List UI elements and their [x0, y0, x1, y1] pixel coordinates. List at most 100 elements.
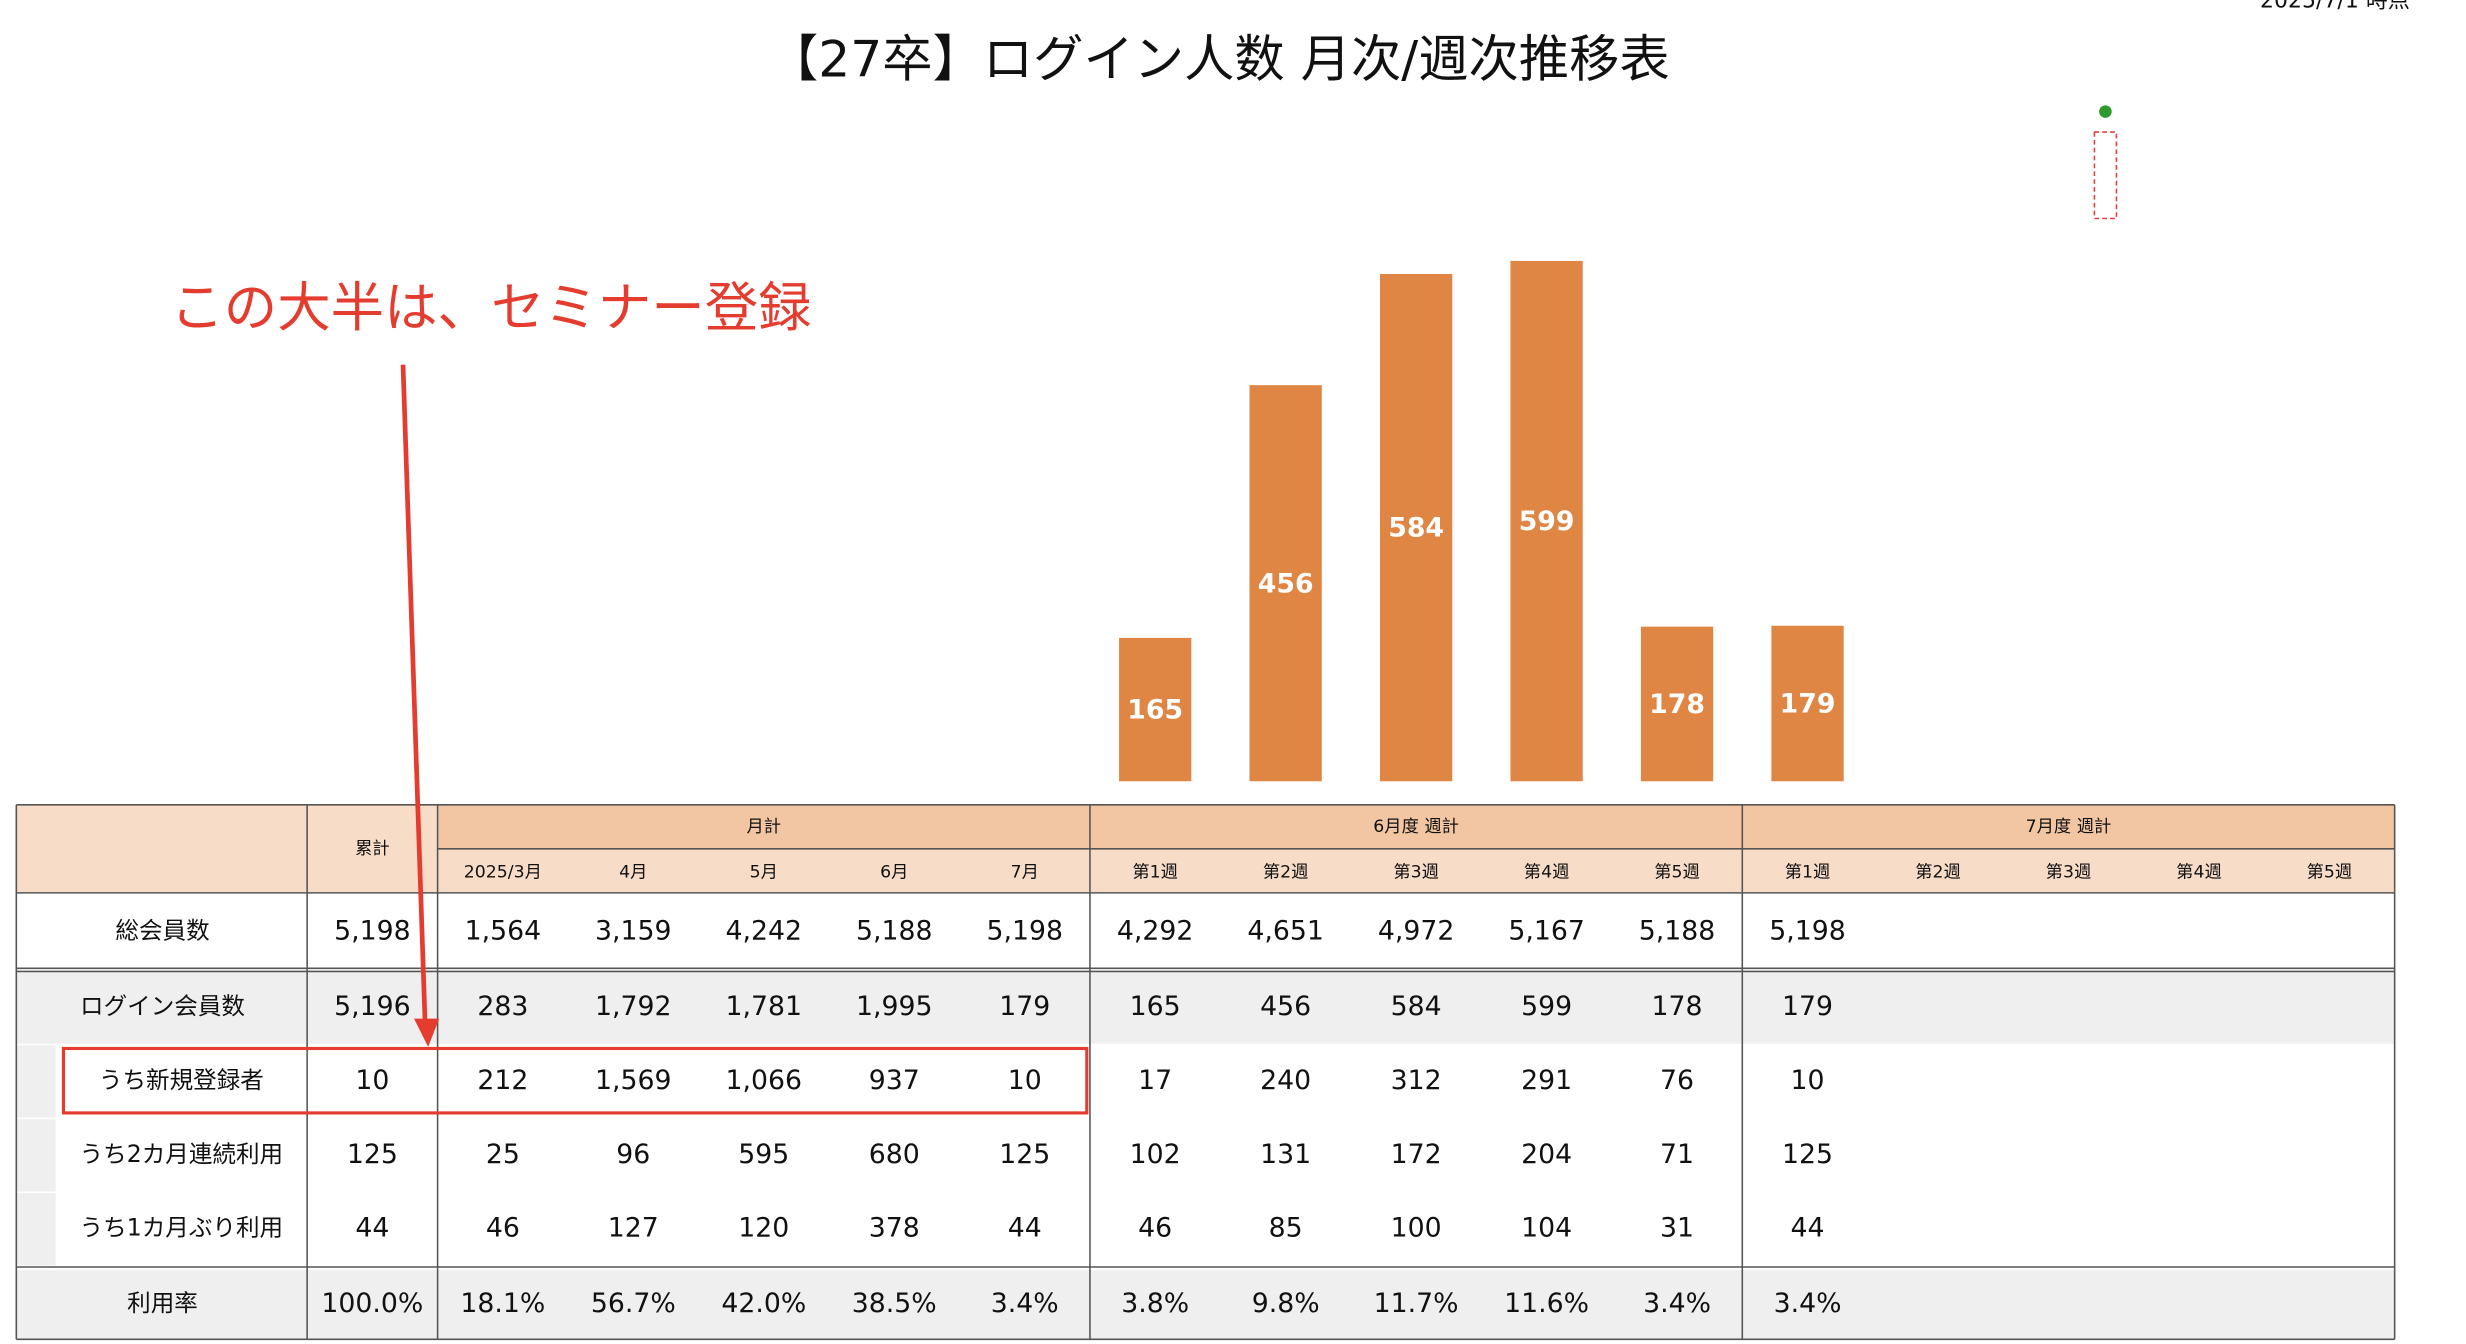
bar-label: 179 [1780, 689, 1836, 720]
handle [2099, 105, 2112, 118]
cell: 312 [1391, 1065, 1442, 1096]
cell: 18.1% [460, 1288, 545, 1319]
cell: 1,781 [726, 991, 803, 1022]
cell: 5,196 [334, 991, 411, 1022]
bar [1771, 625, 1844, 782]
cell: 96 [616, 1139, 650, 1170]
cell: 44 [1008, 1213, 1042, 1244]
column-header: 4月 [619, 862, 647, 882]
cell: 44 [1791, 1213, 1825, 1244]
cell: 5,188 [1639, 916, 1716, 947]
cell: 125 [1782, 1139, 1833, 1170]
cell: 44 [355, 1213, 389, 1244]
cell: 172 [1391, 1139, 1442, 1170]
cell: 204 [1521, 1139, 1572, 1170]
header-cell: 累計 [355, 839, 390, 859]
row-label: ログイン会員数 [80, 992, 245, 1020]
cell: 9.8% [1252, 1288, 1320, 1319]
cell: 1,066 [726, 1065, 803, 1096]
cell: 1,792 [595, 991, 671, 1022]
row-label: うち1カ月ぶり利用 [80, 1214, 284, 1242]
row-bg [16, 1270, 2395, 1340]
cell: 179 [1782, 991, 1833, 1022]
cell: 1,569 [595, 1065, 671, 1096]
group-bg [437, 804, 2395, 849]
cell: 11.6% [1504, 1288, 1589, 1319]
cell: 17 [1138, 1065, 1172, 1096]
row-indent [16, 1119, 56, 1192]
group-header: 月計 [746, 817, 781, 837]
cell: 1,995 [856, 991, 933, 1022]
column-header: 2025/3月 [464, 862, 542, 882]
bar [1249, 385, 1322, 782]
cell: 595 [738, 1139, 789, 1170]
annotation: この大半は、セミナー登録 [170, 276, 811, 339]
cell: 5,188 [856, 916, 933, 947]
cell: 4,651 [1247, 916, 1324, 947]
column-header: 7月 [1011, 862, 1039, 882]
bar-label: 456 [1258, 568, 1314, 599]
cell: 4,242 [726, 916, 803, 947]
column-header: 第1週 [1785, 862, 1831, 882]
column-header: 第4週 [2176, 862, 2222, 882]
cell: 11.7% [1374, 1288, 1459, 1319]
cell: 125 [999, 1139, 1050, 1170]
cell: 42.0% [721, 1288, 806, 1319]
column-header: 第3週 [1393, 862, 1439, 882]
cell: 4,292 [1117, 916, 1194, 947]
cell: 240 [1260, 1065, 1311, 1096]
bar-chart: 165 456 584 599 178 179 [1119, 260, 1844, 782]
cell: 584 [1391, 991, 1442, 1022]
bar-label: 584 [1388, 513, 1444, 544]
column-header: 第5週 [1654, 862, 1700, 882]
column-header: 第5週 [2307, 862, 2353, 882]
column-header: 6月 [880, 862, 908, 882]
arrow-head [414, 1018, 440, 1047]
cell: 3,159 [595, 916, 671, 947]
cell: 76 [1660, 1065, 1694, 1096]
cell: 46 [1138, 1213, 1172, 1244]
column-header: 5月 [750, 862, 778, 882]
row-indent [16, 1045, 56, 1118]
row-label: うち新規登録者 [99, 1066, 264, 1094]
cell: 25 [486, 1139, 520, 1170]
row-indent [16, 1193, 56, 1266]
bar [1119, 637, 1192, 782]
group-header: 6月度 週計 [1373, 817, 1459, 837]
bar [1510, 260, 1583, 782]
cell: 599 [1521, 991, 1572, 1022]
row-label: 総会員数 [115, 917, 209, 945]
bar [1379, 273, 1453, 782]
cell: 3.4% [1643, 1288, 1711, 1319]
cell: 31 [1660, 1213, 1694, 1244]
cell: 212 [477, 1065, 528, 1096]
cell: 10 [355, 1065, 389, 1096]
cell: 1,564 [465, 916, 542, 947]
cell: 5,167 [1508, 916, 1585, 947]
cell: 127 [608, 1213, 659, 1244]
cell: 680 [869, 1139, 920, 1170]
cell: 10 [1791, 1065, 1825, 1096]
cell: 38.5% [852, 1288, 937, 1319]
cell: 120 [738, 1213, 789, 1244]
bar [1640, 626, 1714, 782]
cell: 71 [1660, 1139, 1694, 1170]
column-header: 第2週 [1263, 862, 1309, 882]
cell: 165 [1130, 991, 1181, 1022]
arrow [400, 364, 428, 1022]
cell: 5,198 [334, 916, 411, 947]
cell: 125 [347, 1139, 398, 1170]
cell: 5,198 [986, 916, 1063, 947]
cell: 456 [1260, 991, 1311, 1022]
cell: 5,198 [1769, 916, 1845, 947]
placeholder [2093, 131, 2118, 220]
row-label: 利用率 [127, 1289, 198, 1317]
column-header: 第3週 [2046, 862, 2092, 882]
cell: 100.0% [321, 1288, 423, 1319]
cell: 291 [1521, 1065, 1572, 1096]
cell: 937 [869, 1065, 920, 1096]
cell: 3.4% [1774, 1288, 1842, 1319]
row-bg [16, 971, 2395, 1044]
